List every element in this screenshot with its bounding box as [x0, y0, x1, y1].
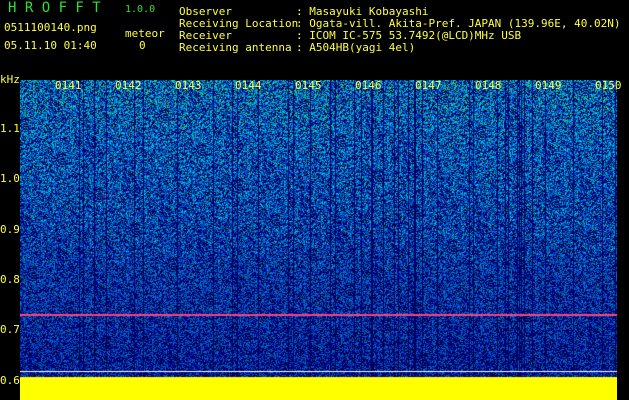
freq-tick-label: 1.1 — [0, 122, 20, 135]
time-label: 0150 — [595, 79, 622, 92]
freq-tick-label: 0.8 — [0, 272, 20, 286]
antenna-label: Receiving antenna — [179, 41, 292, 54]
receiver-value: : ICOM IC-575 53.7492(@LCD)MHz USB — [296, 29, 522, 42]
app-version: 1.0.0 — [125, 4, 156, 15]
receiver-label: Receiver — [179, 29, 232, 42]
observer-value: : Masayuki Kobayashi — [296, 5, 429, 18]
meteor-label: meteor — [125, 27, 165, 40]
location-label: Receiving Location — [179, 17, 299, 30]
meteor-count: 0 — [139, 39, 146, 52]
time-label: 0148 — [475, 79, 502, 92]
time-label: 0144 — [235, 79, 262, 92]
datetime: 05.11.10 01:40 — [4, 39, 97, 52]
time-label: 0149 — [535, 79, 562, 92]
location-value: : Ogata-vill. Akita-Pref. JAPAN (139.96E… — [296, 17, 621, 30]
time-label: 0143 — [175, 79, 202, 92]
antenna-value: : A504HB(yagi 4el) — [296, 41, 416, 54]
freq-tick-label: 0.9 — [0, 222, 20, 236]
time-label: 0141 — [55, 79, 82, 92]
spectrogram — [20, 80, 617, 400]
time-label: 0145 — [295, 79, 322, 92]
freq-tick-label: 0.6 — [0, 373, 20, 387]
freq-tick-label: 1.0 — [0, 172, 20, 186]
time-label: 0142 — [115, 79, 142, 92]
axis-unit: kHz — [0, 73, 20, 86]
file-name: 0511100140.png — [4, 21, 97, 34]
freq-tick-label: 0.7 — [0, 323, 20, 337]
observer-label: Observer — [179, 5, 232, 18]
time-label: 0146 — [355, 79, 382, 92]
time-label: 0147 — [415, 79, 442, 92]
app-title: H R O F F T — [8, 0, 101, 16]
